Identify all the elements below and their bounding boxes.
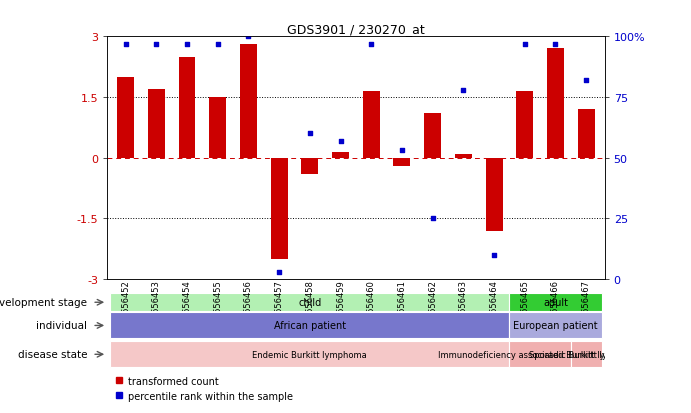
Bar: [509, 342, 571, 368]
Text: GSM656465: GSM656465: [520, 280, 529, 330]
Bar: [424, 114, 441, 158]
Text: Sporadic Burkitt lymphoma: Sporadic Burkitt lymphoma: [529, 350, 644, 359]
Text: disease state: disease state: [18, 349, 87, 359]
Bar: [240, 45, 257, 158]
Point: [580, 78, 591, 84]
Bar: [209, 98, 226, 158]
Bar: [509, 294, 602, 311]
Point: [366, 41, 377, 48]
Text: development stage: development stage: [0, 297, 87, 308]
Bar: [301, 158, 319, 174]
Bar: [363, 92, 379, 158]
Point: [243, 34, 254, 40]
Bar: [516, 92, 533, 158]
Point: [550, 41, 561, 48]
Text: African patient: African patient: [274, 320, 346, 331]
Point: [151, 41, 162, 48]
Legend: transformed count, percentile rank within the sample: transformed count, percentile rank withi…: [112, 372, 296, 405]
Bar: [110, 294, 509, 311]
Text: GSM656460: GSM656460: [367, 280, 376, 330]
Bar: [571, 342, 602, 368]
Bar: [486, 158, 502, 231]
Bar: [547, 49, 564, 158]
Bar: [332, 152, 349, 158]
Text: child: child: [299, 297, 321, 308]
Point: [489, 252, 500, 259]
Text: GSM656456: GSM656456: [244, 280, 253, 330]
Point: [519, 41, 530, 48]
Title: GDS3901 / 230270_at: GDS3901 / 230270_at: [287, 23, 425, 36]
Bar: [148, 90, 164, 158]
Point: [335, 138, 346, 145]
Text: European patient: European patient: [513, 320, 598, 331]
Text: Endemic Burkitt lymphoma: Endemic Burkitt lymphoma: [252, 350, 367, 359]
Text: GSM656454: GSM656454: [182, 280, 191, 330]
Text: Immunodeficiency associated Burkitt lymphoma: Immunodeficiency associated Burkitt lymp…: [438, 350, 642, 359]
Text: adult: adult: [543, 297, 568, 308]
Text: GSM656453: GSM656453: [152, 280, 161, 330]
Text: GSM656457: GSM656457: [274, 280, 283, 330]
Point: [427, 216, 438, 222]
Point: [120, 41, 131, 48]
Text: GSM656463: GSM656463: [459, 280, 468, 330]
Text: GSM656464: GSM656464: [489, 280, 499, 330]
Text: GSM656455: GSM656455: [213, 280, 223, 330]
Bar: [393, 158, 410, 166]
Bar: [271, 158, 287, 259]
Bar: [117, 78, 134, 158]
Text: GSM656452: GSM656452: [121, 280, 130, 330]
Text: individual: individual: [36, 320, 87, 331]
Point: [182, 41, 193, 48]
Point: [212, 41, 223, 48]
Text: GSM656462: GSM656462: [428, 280, 437, 330]
Text: GSM656459: GSM656459: [336, 280, 345, 330]
Text: GSM656466: GSM656466: [551, 280, 560, 330]
Text: GSM656467: GSM656467: [582, 280, 591, 330]
Bar: [110, 342, 509, 368]
Bar: [110, 313, 509, 339]
Text: GSM656461: GSM656461: [397, 280, 406, 330]
Point: [458, 87, 469, 94]
Point: [304, 131, 315, 138]
Bar: [509, 313, 602, 339]
Point: [274, 269, 285, 275]
Bar: [178, 57, 196, 158]
Point: [397, 148, 408, 154]
Text: GSM656458: GSM656458: [305, 280, 314, 330]
Bar: [455, 154, 472, 158]
Bar: [578, 110, 595, 158]
